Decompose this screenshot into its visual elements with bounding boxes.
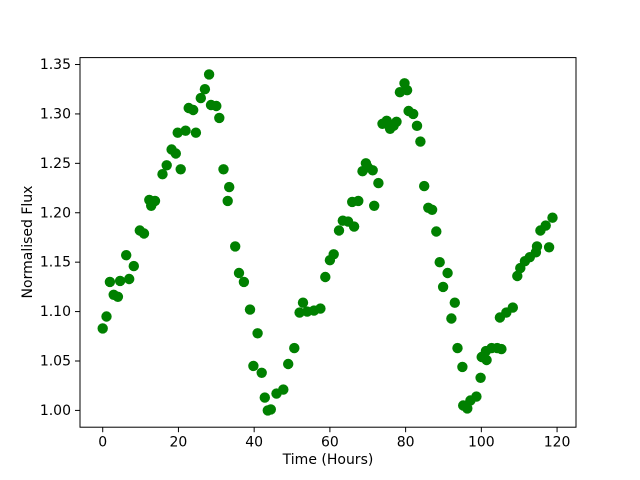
y-tick-label: 1.00 xyxy=(40,403,71,419)
data-point xyxy=(315,303,326,314)
data-point xyxy=(446,313,457,324)
data-point xyxy=(138,228,150,239)
data-point xyxy=(437,281,449,293)
data-point xyxy=(431,226,442,237)
data-point xyxy=(415,136,426,147)
data-point xyxy=(248,360,259,372)
data-point xyxy=(112,291,124,302)
data-point xyxy=(104,276,116,288)
data-point xyxy=(170,148,181,159)
data-point xyxy=(128,260,139,272)
data-point xyxy=(233,267,245,279)
data-point xyxy=(401,85,413,96)
data-point xyxy=(211,100,222,112)
data-point xyxy=(333,225,345,236)
data-point xyxy=(457,361,468,373)
data-point xyxy=(367,165,378,176)
data-point xyxy=(157,169,168,180)
x-tick-label: 80 xyxy=(397,435,415,451)
data-point xyxy=(373,177,384,189)
data-point xyxy=(543,242,555,253)
data-point xyxy=(471,391,482,402)
data-point xyxy=(531,241,543,252)
data-point xyxy=(547,212,558,223)
data-point xyxy=(475,372,486,383)
data-point xyxy=(462,403,473,414)
x-tick-label: 120 xyxy=(544,435,571,451)
data-point xyxy=(283,358,294,370)
data-point xyxy=(411,120,423,131)
data-point xyxy=(114,275,126,287)
data-point xyxy=(259,392,270,403)
data-point xyxy=(180,125,191,136)
data-point xyxy=(190,127,202,138)
y-tick-label: 1.20 xyxy=(40,205,71,221)
x-tick-label: 0 xyxy=(98,435,107,451)
data-point xyxy=(442,267,453,279)
data-point xyxy=(452,342,463,354)
data-point xyxy=(101,311,112,322)
data-point xyxy=(512,270,523,282)
data-point xyxy=(149,195,161,207)
data-point xyxy=(419,180,430,192)
data-point xyxy=(369,200,380,211)
data-point xyxy=(224,181,235,193)
data-point xyxy=(214,112,225,124)
data-point xyxy=(172,127,183,138)
data-point xyxy=(252,328,263,339)
data-point xyxy=(121,250,132,261)
data-point xyxy=(320,271,331,283)
y-axis-label: Normalised Flux xyxy=(20,186,36,299)
data-point xyxy=(348,221,360,232)
data-point xyxy=(391,116,402,128)
x-tick-label: 40 xyxy=(245,435,263,451)
x-axis-label: Time (Hours) xyxy=(282,452,374,468)
data-point xyxy=(230,241,241,252)
data-point xyxy=(203,69,215,80)
data-point xyxy=(97,323,108,334)
data-point xyxy=(188,104,199,116)
data-point xyxy=(161,160,172,171)
x-tick-label: 100 xyxy=(468,435,495,451)
data-point xyxy=(199,84,211,95)
y-tick-label: 1.30 xyxy=(40,106,71,122)
y-tick-label: 1.05 xyxy=(40,353,71,369)
data-point xyxy=(328,249,339,260)
data-point xyxy=(481,354,492,366)
data-point xyxy=(195,92,206,104)
y-tick-label: 1.15 xyxy=(40,255,71,271)
data-point xyxy=(353,195,364,207)
data-point xyxy=(540,220,551,231)
y-tick-label: 1.10 xyxy=(40,304,71,320)
data-point xyxy=(222,195,233,207)
data-point xyxy=(297,297,309,308)
data-point xyxy=(426,204,438,215)
axes-frame xyxy=(79,57,577,428)
data-point xyxy=(408,108,419,120)
x-tick-label: 60 xyxy=(321,435,339,451)
data-point xyxy=(218,164,229,175)
data-point xyxy=(507,302,518,313)
data-point xyxy=(278,384,289,395)
data-point xyxy=(124,273,135,285)
data-point xyxy=(434,257,445,268)
x-tick-label: 20 xyxy=(170,435,188,451)
data-point xyxy=(496,343,507,355)
data-point xyxy=(256,367,267,378)
data-point xyxy=(244,304,256,315)
data-point xyxy=(294,307,305,318)
data-point xyxy=(175,164,186,175)
data-point xyxy=(238,276,250,288)
data-point xyxy=(449,297,460,308)
y-tick-label: 1.25 xyxy=(40,156,71,172)
y-tick-label: 1.35 xyxy=(40,57,71,73)
data-point xyxy=(265,404,276,415)
data-point xyxy=(289,342,300,354)
plot-content: 0 20 40 60 80 100 120 1.00 1.05 1.10 1.15 1.20 1.25 1… xyxy=(40,57,577,451)
